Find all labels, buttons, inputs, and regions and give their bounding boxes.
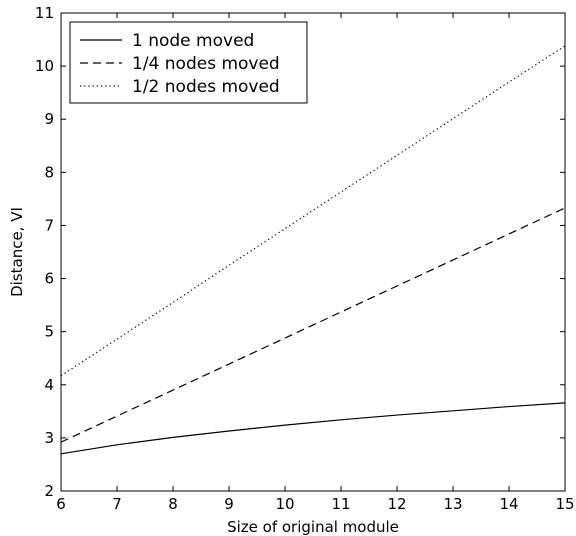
y-tick-label: 9 (44, 110, 54, 128)
x-tick-label: 15 (555, 495, 574, 513)
y-tick-label: 10 (35, 57, 54, 75)
x-tick-label: 13 (443, 495, 462, 513)
y-tick-label: 4 (44, 376, 54, 394)
y-tick-label: 11 (35, 4, 54, 22)
x-tick-label: 6 (56, 495, 66, 513)
y-axis-label: Distance, VI (8, 207, 26, 297)
legend-entries: 1 node moved 1/4 nodes moved 1/2 nodes mov… (80, 31, 280, 97)
series-layer (60, 45, 566, 455)
y-tick-label: 6 (44, 270, 54, 288)
x-axis-label: Size of original module (227, 518, 399, 536)
legend-label-3: 1/2 nodes moved (132, 77, 280, 97)
ticks-layer: 6 7 8 9 10 11 12 13 14 15 2 3 4 5 6 7 8 9 10 11 (35, 4, 575, 513)
y-tick-label: 8 (44, 163, 54, 181)
legend-label-1: 1 node moved (132, 31, 254, 51)
x-tick-label: 11 (331, 495, 350, 513)
x-tick-label: 10 (275, 495, 294, 513)
legend-label-2: 1/4 nodes moved (132, 54, 280, 74)
x-tick-label: 9 (224, 495, 234, 513)
x-tick-label: 7 (112, 495, 122, 513)
series-line-1 (60, 402, 566, 455)
x-tick-label: 12 (387, 495, 406, 513)
y-tick-label: 7 (44, 216, 54, 234)
plot-frame (60, 12, 566, 492)
y-tick-label: 3 (44, 429, 54, 447)
x-tick-label: 14 (499, 495, 518, 513)
y-tick-label: 2 (44, 482, 54, 500)
x-tick-label: 8 (168, 495, 178, 513)
legend: 1 node moved 1/4 nodes moved 1/2 nodes mov… (69, 21, 308, 104)
series-line-2 (60, 207, 566, 443)
y-tick-label: 5 (44, 323, 54, 341)
